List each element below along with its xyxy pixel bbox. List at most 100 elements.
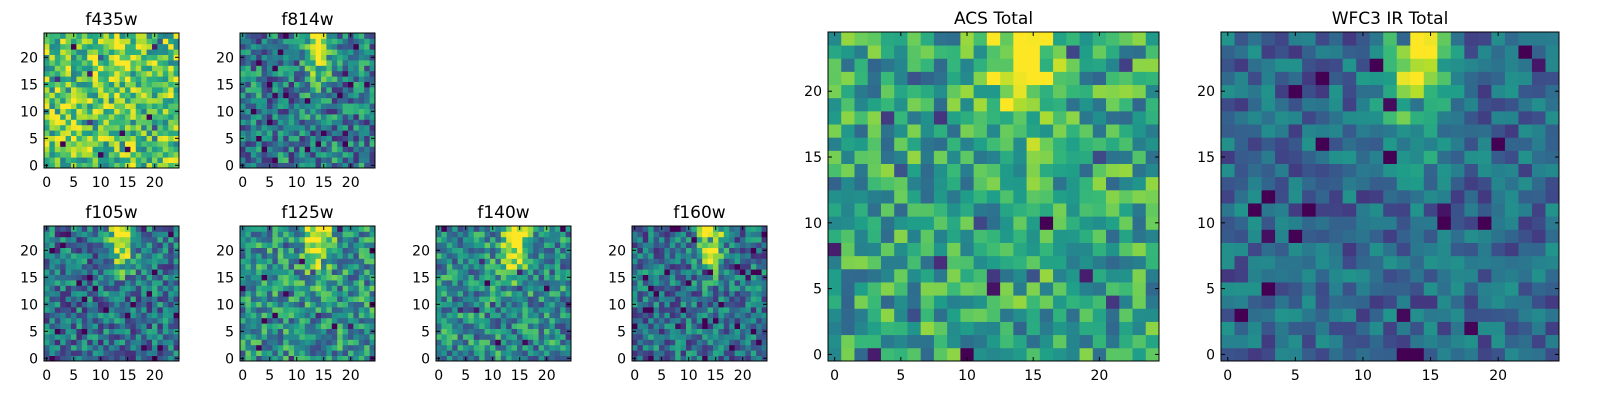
heatmap-cell: [511, 339, 518, 346]
heatmap-cell: [261, 350, 268, 356]
heatmap-cell: [277, 38, 284, 45]
y-tick-label: 10: [20, 104, 38, 120]
heatmap-cell: [108, 344, 115, 351]
heatmap-cell: [527, 247, 534, 254]
heatmap-cell: [299, 135, 306, 142]
heatmap-cell: [517, 258, 523, 265]
heatmap-cell: [54, 312, 61, 319]
heatmap-cell: [71, 141, 77, 147]
heatmap-cell: [240, 119, 246, 126]
heatmap-cell: [87, 301, 93, 308]
heatmap-cell: [457, 296, 464, 302]
heatmap-cell: [479, 328, 485, 335]
heatmap-cell: [114, 65, 120, 72]
heatmap-cell: [1383, 203, 1398, 217]
heatmap-cell: [65, 146, 72, 153]
heatmap-cell: [691, 317, 698, 324]
heatmap-cell: [522, 344, 529, 351]
heatmap-cell: [60, 103, 66, 109]
heatmap-cell: [484, 242, 491, 248]
heatmap-cell: [267, 60, 273, 66]
heatmap-cell: [696, 231, 703, 238]
heatmap-cell: [441, 323, 448, 329]
heatmap-cell: [1145, 45, 1160, 59]
heatmap-cell: [54, 38, 61, 45]
heatmap-cell: [152, 328, 158, 335]
heatmap-cell: [1261, 242, 1276, 257]
heatmap-cell: [723, 334, 730, 340]
heatmap-cell: [135, 33, 142, 39]
heatmap-cell: [484, 307, 491, 313]
heatmap-cell: [250, 114, 257, 120]
heatmap-cell: [114, 296, 120, 302]
heatmap-cell: [49, 49, 56, 55]
heatmap-cell: [288, 108, 295, 115]
x-tick-label: 20: [146, 368, 164, 384]
heatmap-cell: [245, 269, 252, 275]
heatmap-cell: [81, 108, 88, 115]
heatmap-cell: [245, 76, 252, 82]
heatmap-cell: [1039, 229, 1054, 243]
heatmap-cell: [108, 301, 115, 308]
heatmap-cell: [436, 290, 442, 297]
heatmap-cell: [81, 328, 88, 335]
heatmap-cell: [162, 114, 169, 120]
heatmap-cell: [756, 328, 762, 335]
heatmap-cell: [331, 263, 338, 270]
heatmap-cell: [702, 296, 708, 302]
heatmap-cell: [87, 81, 93, 88]
heatmap-cell: [245, 226, 252, 232]
heatmap-cell: [135, 108, 142, 115]
heatmap-cell: [680, 339, 687, 346]
heatmap-cell: [65, 114, 72, 120]
heatmap-cell: [146, 350, 153, 356]
heatmap-cell: [1288, 268, 1303, 283]
heatmap-cell: [326, 157, 333, 163]
heatmap-cell: [125, 87, 131, 93]
heatmap-cell: [441, 290, 448, 297]
heatmap-cell: [452, 301, 458, 308]
heatmap-cell: [1106, 282, 1120, 296]
heatmap-cell: [495, 339, 502, 346]
heatmap-cell: [337, 339, 343, 346]
heatmap-cell: [283, 290, 289, 297]
heatmap-cell: [49, 162, 56, 169]
heatmap-cell: [65, 70, 72, 77]
heatmap-cell: [81, 92, 88, 99]
heatmap-cell: [87, 242, 93, 248]
heatmap-cell: [1342, 308, 1357, 322]
heatmap-cell: [331, 76, 338, 82]
heatmap-cell: [894, 84, 908, 99]
heatmap-cell: [245, 87, 252, 93]
heatmap-cell: [71, 38, 77, 45]
heatmap-cell: [702, 323, 708, 329]
heatmap-cell: [272, 247, 279, 254]
heatmap-cell: [114, 323, 120, 329]
heatmap-cell: [713, 253, 719, 259]
heatmap-cell: [49, 157, 56, 163]
heatmap-cell: [1315, 216, 1330, 230]
heatmap-cell: [348, 285, 354, 292]
heatmap-cell: [130, 296, 137, 302]
heatmap-cell: [310, 296, 316, 302]
heatmap-cell: [734, 231, 741, 238]
heatmap-cell: [642, 263, 649, 270]
heatmap-cell: [114, 162, 120, 169]
heatmap-cell: [98, 135, 104, 142]
heatmap-cell: [750, 258, 757, 265]
heatmap-cell: [119, 312, 126, 319]
heatmap-cell: [1221, 163, 1235, 178]
heatmap-cell: [533, 355, 539, 362]
heatmap-cell: [1079, 334, 1094, 349]
heatmap-cell: [1369, 268, 1384, 283]
heatmap-cell: [364, 108, 370, 115]
heatmap-cell: [315, 76, 322, 82]
heatmap-cell: [141, 334, 147, 340]
heatmap-cell: [240, 114, 246, 120]
heatmap-cell: [1288, 242, 1303, 257]
heatmap-cell: [1315, 282, 1330, 296]
heatmap-cell: [637, 236, 644, 243]
heatmap-cell: [490, 344, 496, 351]
heatmap-cell: [511, 323, 518, 329]
heatmap-cell: [364, 323, 370, 329]
